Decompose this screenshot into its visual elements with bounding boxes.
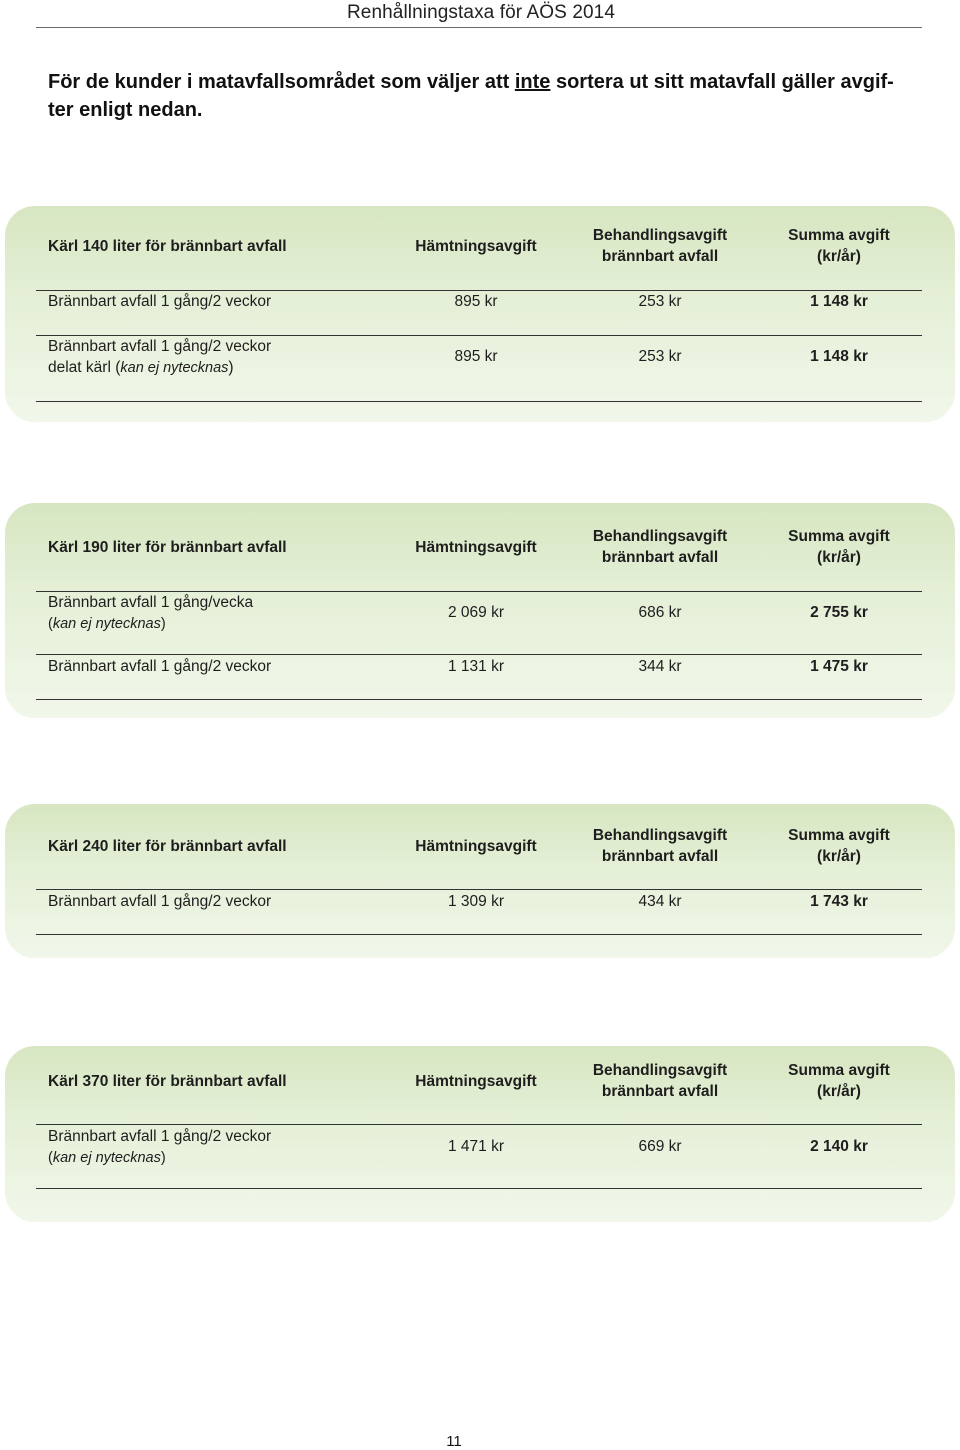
treatment-fee: 253 kr [638,348,682,365]
fee-table-370l: Kärl 370 liter för brännbart avfall Hämt… [5,1046,955,1222]
pickup-fee: 1 471 kr [447,1138,504,1155]
table-title: Kärl 140 liter för brännbart avfall [48,238,287,255]
row-label: Brännbart avfall 1 gång/2 veckor [48,658,272,675]
column-header-pickup: Hämtningsavgift [415,539,537,556]
total-fee: 2 755 kr [810,604,868,621]
row-label: Brännbart avfall 1 gång/2 veckor (kan ej … [48,1128,272,1166]
column-header-total: Summa avgift (kr/år) [788,528,890,566]
pickup-fee: 895 kr [454,293,498,310]
treatment-fee: 434 kr [638,893,682,910]
row-label: Brännbart avfall 1 gång/2 veckor [48,893,272,910]
table-divider [36,1188,922,1189]
total-fee: 1 743 kr [810,893,868,910]
treatment-fee: 669 kr [638,1138,682,1155]
pickup-fee: 1 131 kr [447,658,504,675]
column-header-total: Summa avgift (kr/år) [788,827,890,865]
table-title: Kärl 240 liter för brännbart avfall [48,838,287,855]
intro-paragraph: För de kunder i matavfallsområdet som vä… [48,68,908,124]
table-divider [36,934,922,935]
row-label: Brännbart avfall 1 gång/vecka (kan ej nyt… [48,594,254,632]
total-fee: 1 148 kr [810,348,868,365]
row-label: Brännbart avfall 1 gång/2 veckor [48,293,272,310]
intro-emphasis: inte [514,71,551,93]
document-header-title: Renhållningstaxa för AÖS 2014 [346,2,615,23]
total-fee: 2 140 kr [810,1138,868,1155]
treatment-fee: 344 kr [638,658,682,675]
intro-text-after: sortera ut sitt matavfall gäller avgif-t… [48,71,894,121]
pickup-fee: 2 069 kr [447,604,504,621]
column-header-treatment: Behandlingsavgift brännbart avfall [592,1062,728,1100]
table-divider [36,335,922,336]
table-divider [36,889,922,890]
table-title: Kärl 370 liter för brännbart avfall [48,1073,287,1090]
total-fee: 1 475 kr [810,658,868,675]
row-label: Brännbart avfall 1 gång/2 veckor delat kä… [48,338,272,376]
page-number: 11 [446,1433,462,1450]
pickup-fee: 1 309 kr [447,893,504,910]
total-fee: 1 148 kr [810,293,868,310]
treatment-fee: 686 kr [638,604,682,621]
column-header-total: Summa avgift (kr/år) [788,227,890,265]
table-divider [36,699,922,700]
table-divider [36,654,922,655]
column-header-pickup: Hämtningsavgift [415,238,537,255]
table-divider [36,401,922,402]
column-header-treatment: Behandlingsavgift brännbart avfall [592,827,728,865]
table-title: Kärl 190 liter för brännbart avfall [48,539,287,556]
column-header-treatment: Behandlingsavgift brännbart avfall [592,227,728,265]
treatment-fee: 253 kr [638,293,682,310]
pickup-fee: 895 kr [454,348,498,365]
column-header-total: Summa avgift (kr/år) [788,1062,890,1100]
header-divider [36,27,922,28]
column-header-pickup: Hämtningsavgift [415,838,537,855]
column-header-treatment: Behandlingsavgift brännbart avfall [592,528,728,566]
fee-table-240l: Kärl 240 liter för brännbart avfall Hämt… [5,804,955,958]
column-header-pickup: Hämtningsavgift [415,1073,537,1090]
fee-table-140l: Kärl 140 liter för brännbart avfall Hämt… [5,206,955,422]
fee-table-190l: Kärl 190 liter för brännbart avfall Hämt… [5,503,955,718]
table-divider [36,290,922,291]
table-divider [36,1124,922,1125]
table-divider [36,591,922,592]
intro-text-before: För de kunder i matavfallsområdet som vä… [48,71,515,93]
